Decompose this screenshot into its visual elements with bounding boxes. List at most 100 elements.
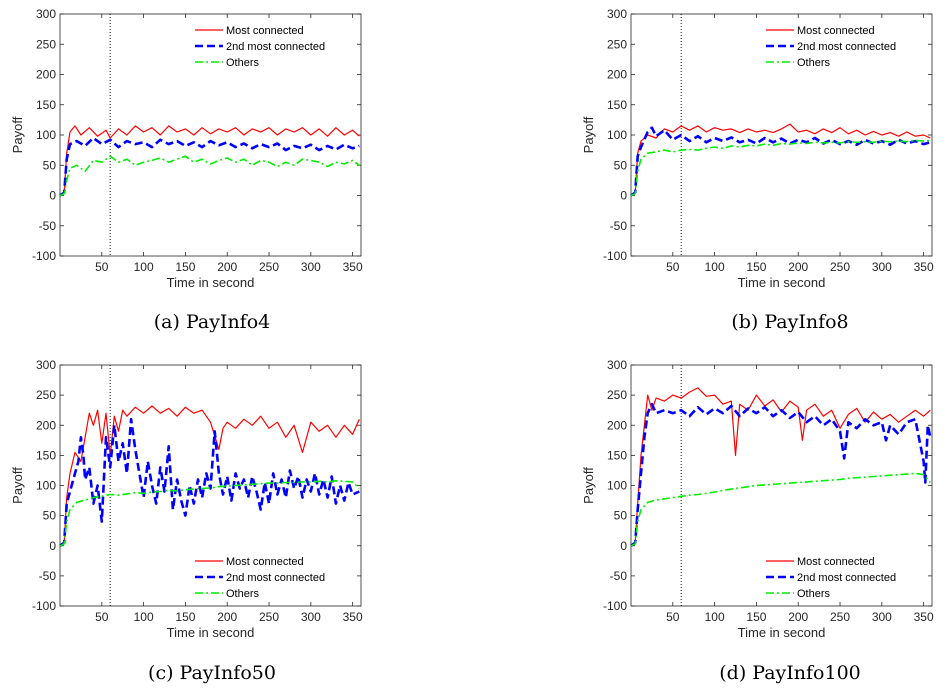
- legend: Most connected 2nd most connected Others: [766, 556, 896, 600]
- y-tick-label: 250: [607, 37, 627, 51]
- x-tick-label: 200: [217, 610, 237, 624]
- x-axis-label: Time in second: [167, 275, 255, 290]
- x-tick-label: 200: [788, 610, 808, 624]
- y-tick-label: 150: [36, 448, 56, 462]
- x-tick-label: 350: [914, 260, 934, 274]
- y-tick-label: 150: [607, 448, 627, 462]
- legend-label: Others: [226, 57, 260, 69]
- x-tick-label: 200: [217, 260, 237, 274]
- y-tick-label: -100: [603, 599, 627, 613]
- legend-label: Others: [797, 57, 831, 69]
- legend: Most connected 2nd most connected Others: [195, 556, 325, 600]
- x-tick-label: 300: [301, 610, 321, 624]
- legend-label: Most connected: [797, 556, 875, 568]
- chart-panel-3: -100 -50 0 50 100 150 200 250 300 50 100 150 200 250 3…: [10, 358, 363, 684]
- y-tick-label: 200: [607, 68, 627, 82]
- series-line-2: [59, 136, 360, 197]
- x-tick-label: 300: [872, 610, 892, 624]
- x-tick-label: 250: [259, 610, 279, 624]
- x-axis-label: Time in second: [738, 625, 826, 640]
- y-tick-label: 300: [607, 7, 627, 21]
- y-axis-label: Payoff: [581, 116, 596, 153]
- y-tick-label: 50: [614, 158, 628, 172]
- x-tick-label: 50: [95, 260, 109, 274]
- chart-caption: (d) PayInfo100: [719, 662, 861, 684]
- series-line-3: [630, 472, 931, 547]
- x-tick-label: 350: [914, 610, 934, 624]
- y-tick-label: 50: [614, 509, 628, 523]
- series-line-2: [630, 126, 931, 197]
- x-tick-label: 250: [259, 260, 279, 274]
- legend: Most connected 2nd most connected Others: [766, 25, 896, 69]
- chart-caption: (c) PayInfo50: [148, 662, 276, 684]
- y-tick-label: 200: [607, 418, 627, 432]
- x-tick-label: 150: [175, 610, 195, 624]
- x-tick-label: 150: [746, 260, 766, 274]
- y-tick-label: 0: [620, 539, 627, 553]
- legend-label: Most connected: [226, 25, 304, 37]
- x-tick-label: 100: [134, 260, 154, 274]
- legend-label: 2nd most connected: [797, 572, 896, 584]
- series-line-1: [59, 405, 360, 547]
- y-tick-label: 0: [49, 539, 56, 553]
- x-tick-label: 250: [830, 260, 850, 274]
- y-tick-label: 150: [607, 98, 627, 112]
- series-line-1: [59, 125, 360, 196]
- y-tick-label: -50: [610, 219, 628, 233]
- y-tick-label: -50: [39, 219, 57, 233]
- y-tick-label: 50: [43, 158, 57, 172]
- y-tick-label: -100: [603, 249, 627, 263]
- legend-label: 2nd most connected: [226, 41, 325, 53]
- y-tick-label: 200: [36, 418, 56, 432]
- x-tick-label: 300: [301, 260, 321, 274]
- x-tick-label: 150: [746, 610, 766, 624]
- y-tick-label: -100: [32, 249, 56, 263]
- y-tick-label: 250: [36, 388, 56, 402]
- legend-label: Most connected: [797, 25, 875, 37]
- series-line-1: [630, 123, 931, 196]
- chart-panel-4: -100 -50 0 50 100 150 200 250 300 50 100 150 200 250 3…: [581, 358, 934, 684]
- x-tick-label: 50: [666, 260, 680, 274]
- legend: Most connected 2nd most connected Others: [195, 25, 325, 69]
- y-tick-label: 150: [36, 98, 56, 112]
- y-tick-label: 300: [36, 7, 56, 21]
- y-axis-label: Payoff: [10, 467, 25, 504]
- x-tick-label: 100: [705, 610, 725, 624]
- chart-caption: (a) PayInfo4: [154, 311, 271, 333]
- chart-panel-1: -100 -50 0 50 100 150 200 250 300 50 100 150 200 250 3…: [10, 7, 363, 333]
- x-tick-label: 50: [95, 610, 109, 624]
- legend-label: Most connected: [226, 556, 304, 568]
- x-axis-label: Time in second: [738, 275, 826, 290]
- y-tick-label: 100: [36, 128, 56, 142]
- y-tick-label: 0: [49, 189, 56, 203]
- plot-area: [630, 364, 933, 607]
- legend-label: Others: [226, 588, 260, 600]
- legend-label: 2nd most connected: [797, 41, 896, 53]
- series-line-2: [59, 417, 360, 547]
- series-line-3: [59, 479, 360, 547]
- y-tick-label: 300: [36, 358, 56, 372]
- y-tick-label: 100: [607, 128, 627, 142]
- y-tick-label: -50: [39, 569, 57, 583]
- y-tick-label: -50: [610, 569, 628, 583]
- x-tick-label: 50: [666, 610, 680, 624]
- series-line-3: [59, 155, 360, 197]
- y-tick-label: 50: [43, 509, 57, 523]
- x-tick-label: 250: [830, 610, 850, 624]
- x-tick-label: 100: [705, 260, 725, 274]
- y-tick-label: 250: [36, 37, 56, 51]
- x-tick-label: 350: [343, 260, 363, 274]
- y-tick-label: -100: [32, 599, 56, 613]
- y-tick-label: 200: [36, 68, 56, 82]
- legend-label: Others: [797, 588, 831, 600]
- series-line-2: [630, 402, 932, 547]
- x-axis-label: Time in second: [167, 625, 255, 640]
- y-tick-label: 300: [607, 358, 627, 372]
- legend-label: 2nd most connected: [226, 572, 325, 584]
- x-tick-label: 100: [134, 610, 154, 624]
- x-tick-label: 200: [788, 260, 808, 274]
- y-axis-label: Payoff: [581, 467, 596, 504]
- x-tick-label: 150: [175, 260, 195, 274]
- y-tick-label: 100: [607, 479, 627, 493]
